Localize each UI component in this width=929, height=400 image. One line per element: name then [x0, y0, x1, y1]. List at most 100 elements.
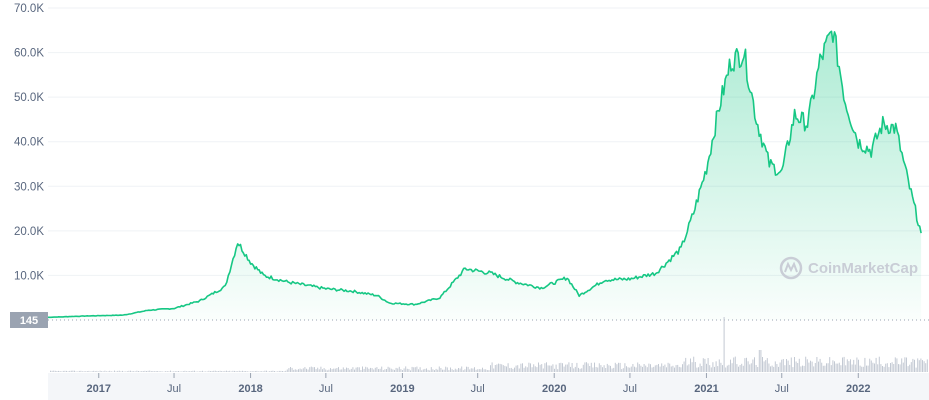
volume-bar: [811, 361, 813, 372]
volume-bar: [733, 357, 735, 372]
volume-bar: [898, 364, 899, 372]
volume-bar: [414, 367, 416, 372]
volume-bar: [846, 359, 848, 372]
volume-bar: [195, 371, 197, 372]
volume-bar: [718, 359, 720, 372]
volume-bar: [131, 371, 133, 372]
volume-bar: [648, 363, 650, 372]
volume-bar: [922, 360, 923, 372]
volume-bar: [155, 371, 157, 372]
volume-bar: [202, 370, 203, 372]
volume-bar: [122, 370, 123, 372]
volume-bar: [230, 371, 232, 372]
volume-bar: [600, 365, 602, 372]
volume-bar: [712, 362, 714, 372]
volume-bar: [747, 361, 749, 372]
volume-bar: [410, 370, 411, 372]
volume-bar: [312, 367, 314, 372]
volume-bar: [470, 368, 472, 372]
volume-bar: [474, 367, 475, 372]
volume-bar: [506, 366, 507, 372]
volume-bar: [451, 369, 453, 372]
volume-bar: [795, 361, 797, 372]
volume-bar: [293, 369, 295, 372]
volume-bar: [635, 367, 637, 372]
volume-bar: [238, 370, 240, 372]
volume-bar: [578, 367, 579, 372]
volume-bar: [198, 371, 200, 372]
volume-bar: [178, 371, 179, 372]
volume-bar: [522, 363, 523, 372]
volume-bar: [574, 366, 576, 372]
volume-bar: [154, 371, 155, 372]
volume-bar: [570, 366, 571, 372]
volume-bar: [226, 370, 227, 372]
volume-bar: [405, 366, 407, 372]
volume-bar: [709, 365, 711, 372]
volume-bar: [477, 369, 479, 372]
volume-bar: [315, 369, 317, 372]
volume-bar: [179, 371, 181, 372]
volume-bar: [357, 367, 359, 372]
volume-bar: [400, 369, 402, 372]
volume-bar: [282, 371, 283, 372]
volume-bar: [576, 362, 578, 372]
volume-bar: [725, 367, 727, 372]
volume-bar: [542, 368, 544, 372]
volume-bar: [514, 367, 515, 372]
volume-bar: [333, 368, 335, 372]
volume-bar: [347, 368, 349, 372]
volume-bar: [501, 364, 503, 372]
volume-bar: [853, 359, 855, 372]
volume-bar: [299, 368, 301, 372]
volume-bar: [869, 358, 871, 372]
volume-bar: [838, 362, 840, 372]
volume-bar: [128, 370, 130, 372]
volume-bar: [698, 367, 699, 372]
volume-bar: [547, 365, 549, 372]
volume-bar: [882, 366, 883, 372]
volume-bar: [691, 362, 693, 372]
volume-bar: [518, 368, 520, 372]
volume-bar: [581, 368, 583, 372]
y-axis: 10.0K 20.0K 30.0K 40.0K 50.0K 60.0K 70.0K: [14, 3, 44, 282]
volume-bar: [610, 365, 611, 372]
volume-bar: [904, 357, 906, 372]
volume-bar: [902, 362, 904, 372]
volume-bar: [443, 369, 445, 372]
volume-bar: [565, 364, 567, 372]
volume-bar: [651, 367, 653, 372]
x-axis: 2017 Jul 2018 Jul 2019 Jul 2020 Jul 2021 Jul 2022: [87, 373, 871, 395]
volume-bar: [382, 370, 384, 372]
volume-bar: [848, 361, 850, 372]
volume-bar: [816, 357, 818, 372]
volume-bar: [573, 368, 575, 372]
volume-bar: [714, 366, 715, 372]
volume-bar: [723, 317, 725, 372]
x-tick-label: 2021: [694, 383, 718, 395]
volume-bar: [923, 361, 925, 372]
volume-bar: [342, 367, 344, 372]
volume-bar: [752, 359, 754, 372]
volume-bar: [490, 365, 491, 372]
volume-bar: [189, 371, 191, 372]
volume-bar: [802, 365, 803, 372]
volume-bar: [778, 366, 779, 372]
volume-bar: [661, 363, 663, 372]
volume-bar: [715, 361, 717, 372]
volume-bar: [806, 359, 808, 372]
volume-bar: [386, 369, 387, 372]
volume-bar: [720, 362, 722, 372]
volume-bar: [664, 364, 666, 372]
volume-bar: [392, 369, 394, 372]
volume-bar: [210, 371, 211, 372]
volume-bar: [602, 367, 603, 372]
volume-bar: [736, 364, 738, 372]
volume-bar: [413, 367, 415, 372]
volume-bar: [362, 366, 363, 372]
volume-bar: [890, 363, 891, 372]
volume-bar: [176, 371, 178, 372]
x-tick-label: Jul: [319, 383, 333, 395]
grid: [48, 7, 929, 276]
volume-bar: [613, 367, 615, 372]
